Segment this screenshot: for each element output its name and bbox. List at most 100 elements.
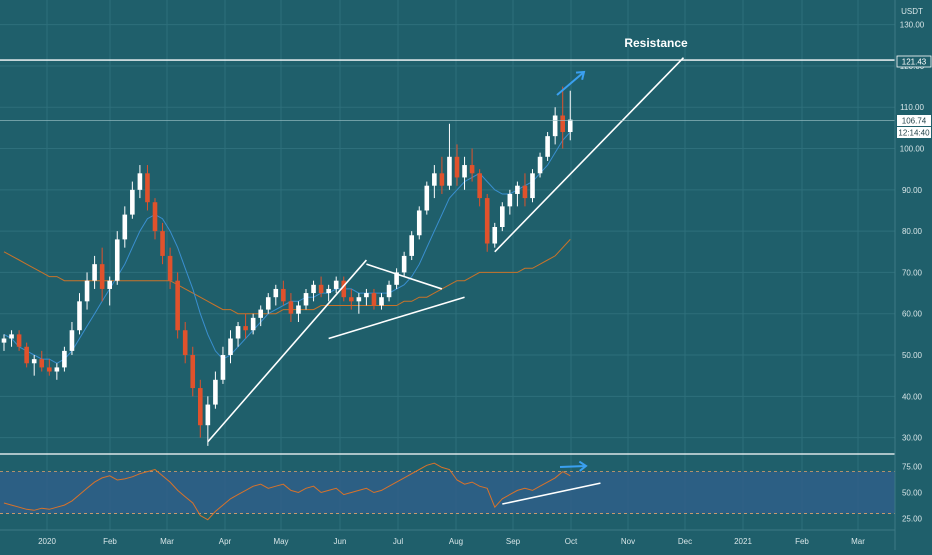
divergence-line [502, 482, 601, 505]
candle-body [341, 280, 347, 298]
candle-body [213, 379, 218, 405]
trendline [207, 259, 368, 443]
candle-body [47, 367, 52, 372]
candle-body [114, 239, 120, 281]
y-tick-label: 110.00 [900, 103, 924, 112]
candle-body [77, 301, 82, 331]
y-tick-label: 50.00 [902, 351, 923, 360]
candle-body [356, 297, 362, 302]
y-tick-label: 60.00 [902, 310, 923, 319]
trendline [494, 57, 685, 253]
candle-body [1, 338, 7, 343]
candle-body [401, 255, 407, 273]
candle-body [311, 284, 316, 294]
y-tick-label: 40.00 [902, 392, 923, 401]
candle-body [281, 288, 286, 302]
candle-body [296, 305, 301, 314]
y-tick-label: 30.00 [902, 434, 923, 443]
y-tick-label: 80.00 [902, 227, 923, 236]
candle-body [333, 280, 339, 289]
currency-label: USDT [901, 7, 923, 16]
candle-body [145, 173, 150, 203]
candle-body [228, 338, 233, 356]
breakout-arrow [556, 71, 585, 96]
candle-body [99, 264, 105, 289]
x-tick-label: Dec [678, 537, 692, 546]
candle-body [432, 173, 437, 186]
candle-body [175, 280, 180, 331]
candle-body [243, 326, 248, 331]
candle-body [477, 173, 482, 199]
x-tick-label: Jul [393, 537, 403, 546]
candle-body [560, 115, 565, 133]
resistance-label: Resistance [624, 36, 688, 50]
candle-body [409, 235, 414, 256]
countdown-text: 12:14:40 [898, 129, 930, 138]
x-tick-label: Nov [621, 537, 635, 546]
candle-body [469, 165, 475, 174]
candle-body [84, 280, 90, 302]
candle-body [447, 156, 452, 186]
candle-body [394, 272, 399, 285]
candle-body [182, 330, 188, 356]
candle-body [92, 264, 97, 281]
candle-body [545, 136, 550, 157]
ma-long-line [3, 239, 571, 315]
candle-body [439, 173, 445, 186]
candle-body [349, 297, 354, 302]
candle-body [371, 293, 377, 306]
resistance-price-text: 121.43 [902, 58, 927, 67]
candle-body [288, 301, 294, 314]
candle-body [69, 330, 75, 351]
x-tick-label: Jun [334, 537, 347, 546]
trendline [328, 296, 465, 340]
candle-body [530, 173, 535, 199]
candle-body [235, 326, 241, 339]
candle-body [190, 355, 196, 389]
candle-body [386, 284, 392, 298]
candle-body [416, 210, 422, 236]
candle-body [152, 202, 158, 232]
candle-body [31, 359, 37, 364]
candle-body [130, 189, 135, 215]
y-tick-label: 130.00 [900, 21, 925, 30]
candle-body [364, 293, 369, 298]
x-tick-label: Mar [160, 537, 174, 546]
x-tick-label: Apr [219, 537, 232, 546]
x-tick-label: Feb [795, 537, 809, 546]
trendline [366, 263, 443, 290]
x-tick-label: Mar [851, 537, 865, 546]
x-tick-label: May [273, 537, 288, 546]
y-tick-label: 90.00 [902, 186, 923, 195]
candle-body [160, 231, 165, 256]
x-tick-label: Aug [449, 537, 463, 546]
candle-body [537, 156, 543, 174]
candle-body [303, 293, 309, 306]
candle-body [265, 297, 271, 310]
candle-body [424, 185, 430, 211]
candle-body [137, 173, 143, 190]
candle-body [379, 297, 384, 306]
y-tick-label: 100.00 [900, 145, 925, 154]
oscillator-band [0, 471, 895, 514]
candle-body [167, 255, 173, 281]
candle-body [500, 206, 505, 227]
candle-body [9, 334, 14, 339]
candle-body [326, 288, 331, 294]
oscillator-arrow [559, 465, 587, 468]
candle-body [462, 165, 467, 178]
candle-body [16, 334, 22, 347]
last-price-tag: 106.74 [897, 115, 931, 126]
candle-body [198, 388, 203, 426]
candle-body [273, 288, 279, 298]
candle-body [250, 317, 256, 331]
candle-body [54, 367, 60, 372]
osc-tick-label: 75.00 [902, 462, 923, 471]
x-tick-label: Oct [565, 537, 578, 546]
x-tick-label: 2021 [734, 537, 752, 546]
candle-body [24, 346, 29, 364]
candle-body [62, 350, 67, 368]
